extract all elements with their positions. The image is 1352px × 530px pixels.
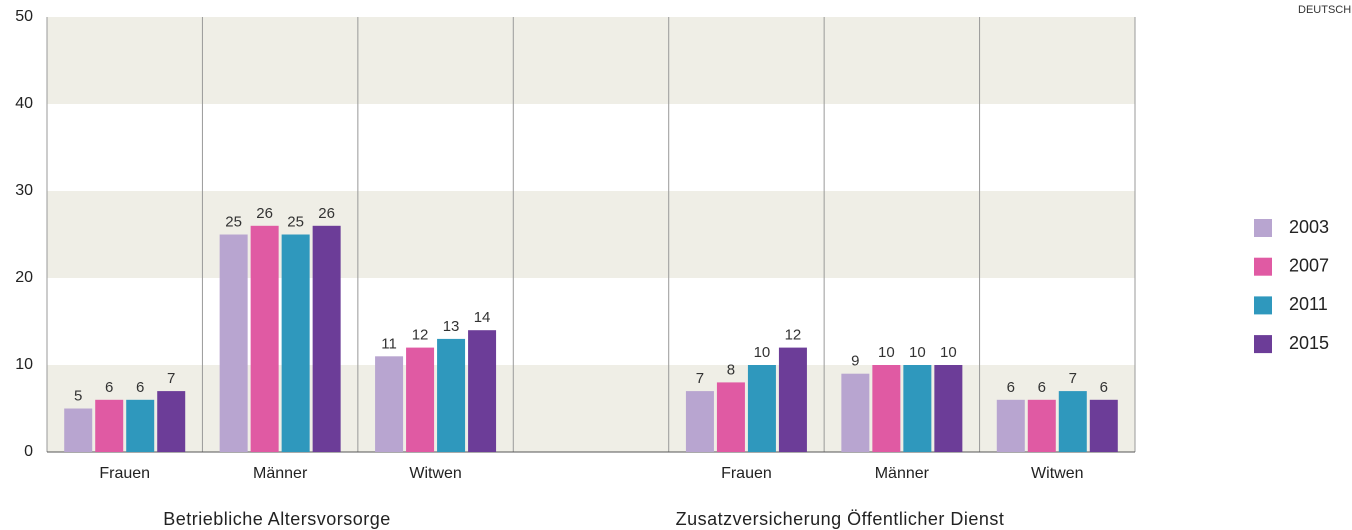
y-tick-label: 10	[15, 356, 33, 373]
value-label: 10	[754, 344, 771, 361]
legend-swatch	[1254, 335, 1272, 354]
x-tick-label: Witwen	[409, 465, 461, 482]
value-label: 7	[696, 370, 704, 387]
value-label: 14	[474, 309, 491, 326]
y-tick-label: 50	[15, 8, 33, 25]
group-label: Betriebliche Altersvorsorge	[163, 509, 391, 529]
legend-swatch	[1254, 257, 1272, 276]
value-label: 9	[851, 353, 859, 370]
value-label: 12	[785, 327, 802, 344]
value-label: 8	[727, 361, 735, 378]
value-label: 26	[318, 205, 335, 222]
bar	[250, 225, 279, 452]
x-tick-label: Frauen	[721, 465, 772, 482]
value-label: 10	[909, 344, 926, 361]
bar	[126, 399, 155, 452]
value-label: 12	[412, 327, 429, 344]
value-label: 10	[878, 344, 895, 361]
bar	[1089, 399, 1118, 452]
bar	[219, 234, 248, 452]
corner-label: DEUTSCHLAND	[1298, 4, 1352, 16]
bar	[95, 399, 124, 452]
x-tick-label: Frauen	[99, 465, 150, 482]
y-tick-label: 30	[15, 182, 33, 199]
bar	[1058, 391, 1087, 452]
bar	[437, 338, 466, 452]
bar	[872, 365, 901, 452]
bar	[64, 408, 93, 452]
value-label: 25	[287, 213, 304, 230]
bar	[996, 399, 1025, 452]
bar	[685, 391, 714, 452]
value-label: 6	[105, 379, 113, 396]
y-tick-label: 40	[15, 95, 33, 112]
value-label: 26	[256, 205, 273, 222]
legend-label: 2007	[1289, 255, 1329, 275]
value-label: 6	[136, 379, 144, 396]
value-label: 10	[940, 344, 957, 361]
value-label: 5	[74, 387, 82, 404]
legend-label: 2003	[1289, 217, 1329, 237]
grid-band	[47, 365, 1135, 452]
legend-label: 2015	[1289, 333, 1329, 353]
y-tick-label: 20	[15, 269, 33, 286]
value-label: 25	[225, 213, 242, 230]
x-tick-label: Witwen	[1031, 465, 1083, 482]
value-label: 7	[167, 370, 175, 387]
bar	[716, 382, 745, 452]
bar	[778, 347, 807, 452]
bar	[468, 330, 497, 452]
bar	[1027, 399, 1056, 452]
bar	[747, 365, 776, 452]
bar	[934, 365, 963, 452]
value-label: 11	[381, 335, 397, 352]
value-label: 6	[1007, 379, 1015, 396]
y-tick-label: 0	[24, 443, 33, 460]
legend-swatch	[1254, 219, 1272, 237]
group-label: Zusatzversicherung Öffentlicher Dienst	[676, 509, 1005, 529]
grid-band	[47, 278, 1135, 365]
grid-band	[47, 17, 1135, 104]
bar	[281, 234, 310, 452]
value-label: 7	[1069, 370, 1077, 387]
bar	[312, 225, 341, 452]
grid-band	[47, 191, 1135, 278]
x-tick-label: Männer	[253, 465, 308, 482]
legend-label: 2011	[1289, 294, 1328, 314]
value-label: 6	[1038, 379, 1046, 396]
grid-band	[47, 104, 1135, 191]
x-tick-label: Männer	[875, 465, 930, 482]
bar	[841, 373, 870, 452]
bar	[375, 356, 404, 452]
value-label: 13	[443, 318, 460, 335]
bar	[157, 391, 186, 452]
bar	[903, 365, 932, 452]
legend-swatch	[1254, 296, 1272, 315]
value-label: 6	[1100, 379, 1108, 396]
bar	[406, 347, 435, 452]
